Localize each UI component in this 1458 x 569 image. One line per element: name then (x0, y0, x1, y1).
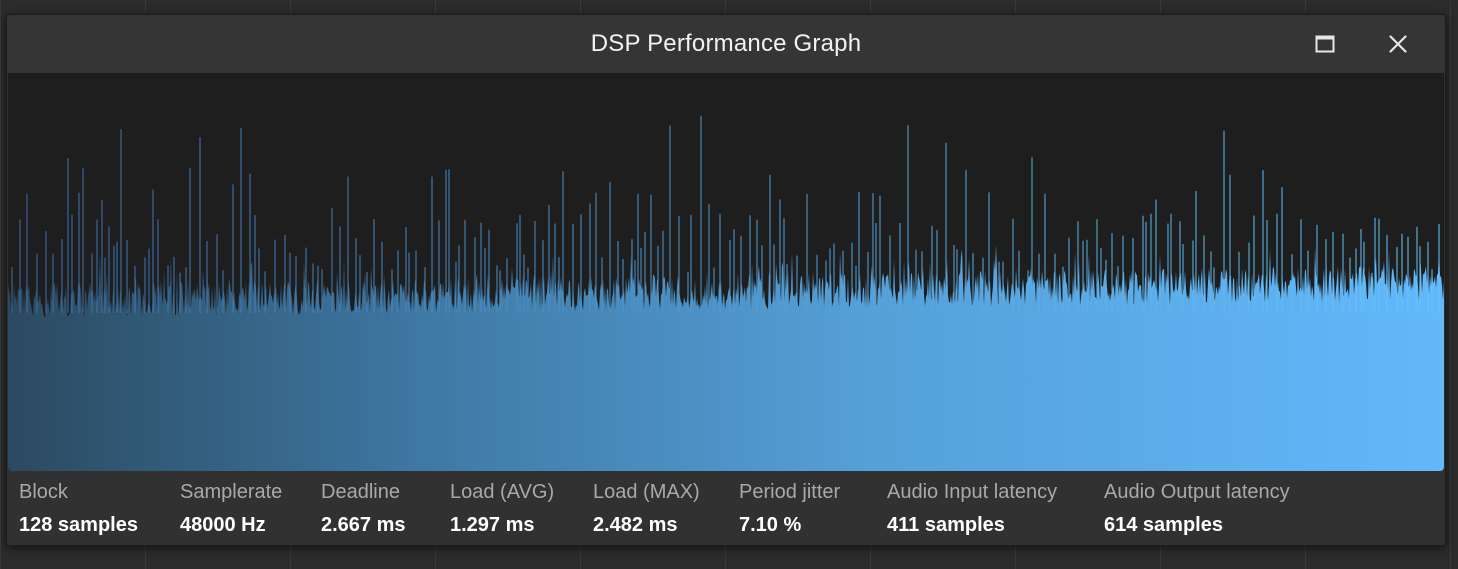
stat-load-avg: Load (AVG) 1.297 ms (450, 481, 554, 537)
stat-deadline: Deadline 2.667 ms (321, 481, 406, 537)
title-bar[interactable]: DSP Performance Graph (7, 15, 1445, 73)
stat-label: Block (19, 481, 68, 503)
stat-label: Samplerate (180, 481, 283, 503)
stat-samplerate: Samplerate 48000 Hz (180, 481, 282, 537)
load-spikes (11, 115, 1440, 313)
maximize-icon (1315, 35, 1335, 53)
dsp-performance-window: DSP Performance Graph (6, 14, 1446, 546)
window-title: DSP Performance Graph (590, 30, 862, 57)
stat-value: 1.297 ms (450, 514, 535, 536)
dsp-load-waveform (8, 115, 1444, 471)
stat-label: Audio Input latency (887, 481, 1058, 503)
stat-load-max: Load (MAX) 2.482 ms (593, 481, 700, 537)
stats-panel: Block 128 samples Samplerate 48000 Hz De… (7, 471, 1445, 545)
load-area (8, 244, 1444, 471)
stat-value: 128 samples (19, 514, 138, 536)
stat-value: 614 samples (1104, 514, 1223, 536)
close-icon (1389, 35, 1407, 53)
stat-label: Period jitter (739, 481, 841, 503)
dsp-load-graph (8, 73, 1444, 471)
stat-audio-output-latency: Audio Output latency 614 samples (1104, 481, 1290, 537)
stat-value: 2.482 ms (593, 514, 678, 536)
stat-label: Deadline (321, 481, 400, 503)
close-button[interactable] (1381, 27, 1415, 61)
stat-label: Load (AVG) (450, 481, 555, 503)
stat-value: 411 samples (887, 514, 1005, 536)
stat-label: Audio Output latency (1104, 481, 1290, 503)
stat-value: 2.667 ms (321, 514, 406, 536)
stat-block: Block 128 samples (19, 481, 138, 537)
stat-value: 7.10 % (739, 514, 802, 536)
stat-audio-input-latency: Audio Input latency 411 samples (887, 481, 1057, 537)
stat-label: Load (MAX) (593, 481, 700, 503)
stat-value: 48000 Hz (180, 514, 266, 536)
maximize-button[interactable] (1308, 27, 1342, 61)
stat-period-jitter: Period jitter 7.10 % (739, 481, 840, 537)
